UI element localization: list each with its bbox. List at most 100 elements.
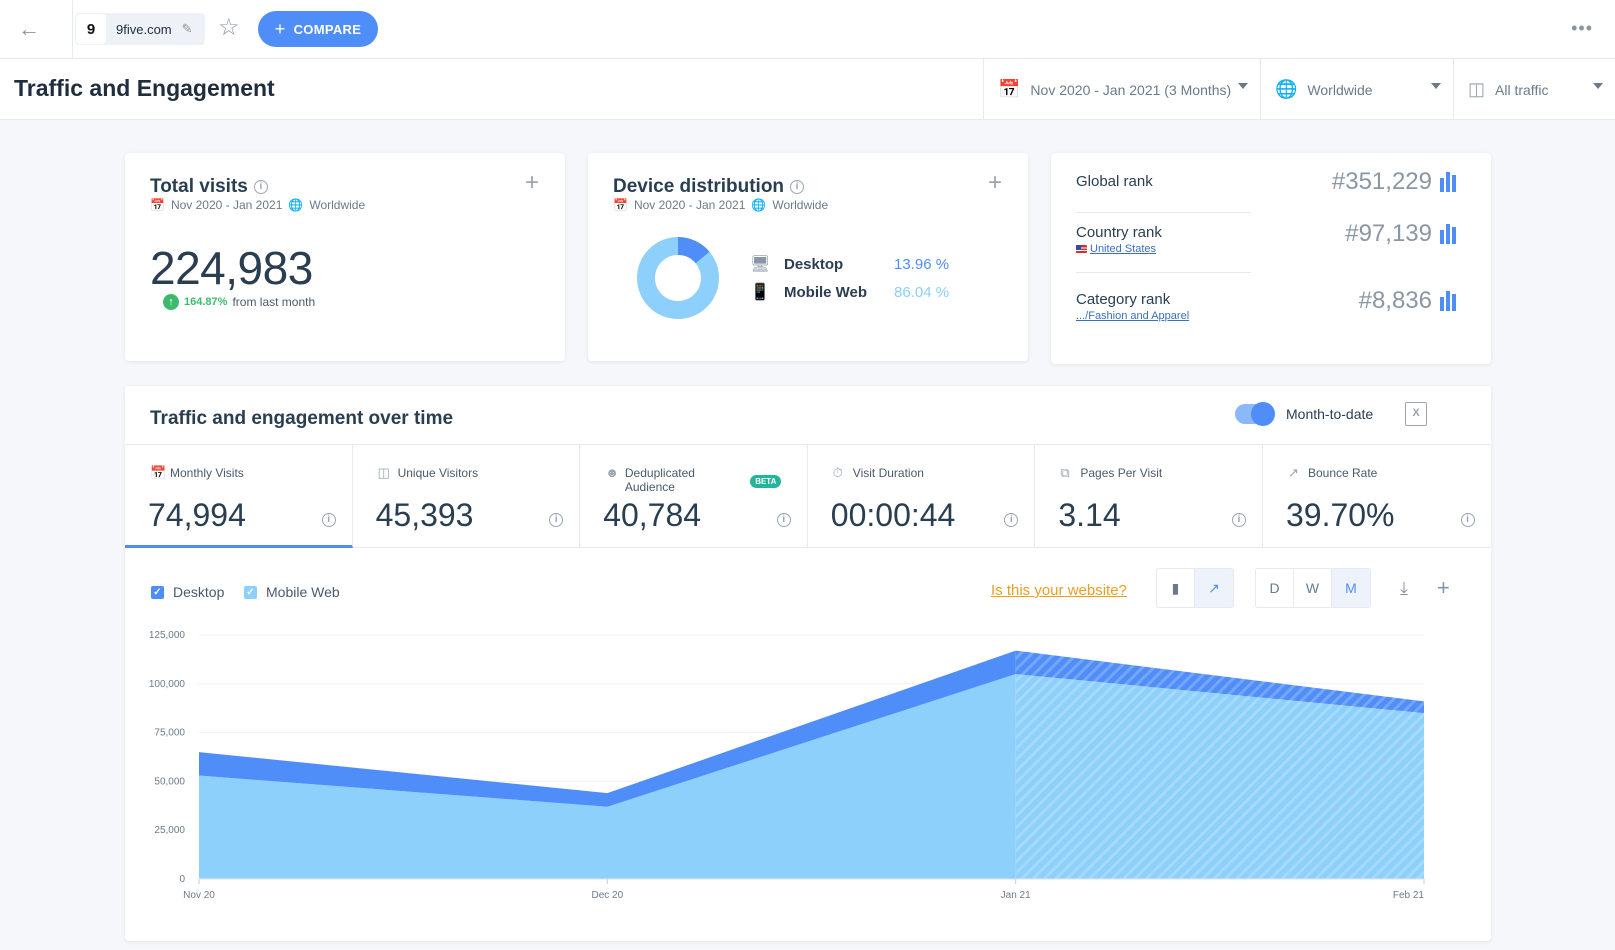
stopwatch-icon: ⏱	[832, 465, 843, 480]
pencil-icon[interactable]: ✎	[181, 21, 193, 36]
bar-chart-icon[interactable]: ▮	[1157, 569, 1195, 607]
divider	[72, 0, 73, 59]
top-bar: ← 9 9five.com ✎ ☆ + COMPARE •••	[0, 0, 1615, 59]
total-visits-title: Total visits	[150, 176, 248, 197]
legend-label: Mobile Web	[266, 584, 340, 600]
calendar-icon: 📅	[613, 198, 628, 212]
metric-value: 74,994	[148, 497, 246, 533]
country-rank-value-wrap: #97,139	[1345, 220, 1456, 248]
donut-slice-mobile-web	[637, 237, 719, 319]
people-icon: ☻	[605, 465, 619, 480]
tab-unique-visitors[interactable]: ◫ Unique Visitors 45,393 i	[353, 445, 581, 548]
country-rank-label: Country rank	[1076, 224, 1162, 241]
y-tick-label: 50,000	[154, 776, 185, 787]
granularity-day[interactable]: D	[1256, 569, 1294, 607]
global-rank-value-wrap: #351,229	[1332, 168, 1456, 196]
bar-chart-icon[interactable]	[1440, 172, 1456, 192]
person-icon: ◫	[377, 465, 390, 480]
granularity-week[interactable]: W	[1294, 569, 1332, 607]
globe-icon: 🌐	[288, 198, 304, 212]
traffic-filter[interactable]: ◫ All traffic	[1453, 59, 1615, 120]
country-link[interactable]: United States	[1076, 243, 1456, 255]
device-title: Device distribution	[613, 176, 785, 197]
info-icon[interactable]: i	[253, 179, 268, 194]
device-label: Desktop	[784, 255, 844, 273]
tab-deduplicated-audience[interactable]: ☻ Deduplicated Audience BETA 40,784 i	[580, 445, 808, 548]
info-icon[interactable]: i	[1460, 513, 1475, 527]
metric-label-wrap: 📅 Monthly Visits	[150, 465, 244, 481]
is-your-website-link[interactable]: Is this your website?	[991, 582, 1127, 599]
granularity-month[interactable]: M	[1332, 569, 1370, 607]
region-filter[interactable]: 🌐 Worldwide	[1260, 59, 1453, 120]
chevron-down-icon	[1593, 83, 1603, 89]
info-icon[interactable]: i	[790, 179, 805, 194]
card-title: Device distribution i	[613, 176, 805, 198]
arrow-left-icon[interactable]: ←	[18, 16, 40, 41]
line-chart-icon[interactable]: ↗	[1195, 569, 1233, 607]
country-link-text: United States	[1090, 243, 1157, 255]
period-label: Nov 2020 - Jan 2021	[633, 198, 746, 212]
bar-chart-icon[interactable]	[1440, 224, 1456, 244]
star-icon[interactable]: ☆	[218, 14, 240, 41]
compare-label: COMPARE	[293, 21, 362, 37]
bar-chart-icon[interactable]	[1440, 291, 1456, 311]
devices-icon: ◫	[1468, 79, 1486, 99]
global-rank: Global rank #351,229	[1076, 168, 1456, 195]
category-link[interactable]: .../Fashion and Apparel	[1076, 310, 1456, 322]
ranks-card: Global rank #351,229 Country rank United…	[1051, 153, 1491, 364]
metric-label-wrap: ↗ Bounce Rate	[1287, 465, 1377, 481]
globe-icon: 🌐	[751, 198, 767, 212]
plus-icon[interactable]: +	[524, 169, 539, 196]
divider	[1076, 212, 1251, 213]
site-name: 9five.com	[116, 21, 172, 37]
tab-monthly-visits[interactable]: 📅 Monthly Visits 74,994 i	[125, 445, 353, 548]
excel-export-icon[interactable]: X	[1405, 402, 1427, 426]
metric-value: 45,393	[375, 497, 474, 533]
device-value: 13.96 %	[894, 255, 950, 273]
download-icon[interactable]: ⤓	[1400, 578, 1408, 598]
us-flag-icon	[1076, 245, 1087, 253]
plus-icon[interactable]: +	[1437, 575, 1450, 600]
chevron-down-icon	[1238, 83, 1248, 89]
tab-bounce-rate[interactable]: ↗ Bounce Rate 39.70% i	[1263, 445, 1491, 548]
month-to-date-toggle[interactable]	[1235, 402, 1275, 426]
metric-label-wrap: ◫ Unique Visitors	[377, 465, 478, 481]
calendar-icon: 📅	[150, 465, 167, 480]
change-indicator: ↑ 164.87% from last month	[163, 294, 315, 310]
device-row-mobile: 📱 Mobile Web 86.04 %	[750, 282, 949, 302]
date-range-label: Nov 2020 - Jan 2021 (3 Months)	[1030, 81, 1232, 98]
country-rank-value: #97,139	[1345, 220, 1432, 247]
category-rank-label: Category rank	[1076, 291, 1171, 308]
device-donut-chart	[637, 237, 719, 319]
info-icon[interactable]: i	[549, 513, 564, 527]
tab-pages-per-visit[interactable]: ⧉ Pages Per Visit 3.14 i	[1035, 445, 1263, 548]
traffic-area-chart: 0 25,000 50,000 75,000 100,000 125,000 Nov 20 D…	[149, 630, 1425, 901]
info-icon[interactable]: i	[321, 513, 336, 527]
legend-desktop[interactable]: ✓ Desktop	[151, 584, 224, 600]
plus-icon[interactable]: +	[987, 169, 1002, 196]
legend-mobile-web[interactable]: ✓ Mobile Web	[244, 584, 340, 600]
x-tick-label: Feb 21	[1393, 890, 1425, 901]
info-icon[interactable]: i	[1231, 513, 1246, 527]
metric-label: Deduplicated Audience	[624, 466, 695, 494]
period-label: Nov 2020 - Jan 2021	[170, 198, 283, 212]
month-to-date-label: Month-to-date	[1286, 406, 1374, 422]
area-desktop-projected	[1015, 650, 1424, 714]
checkbox-icon: ✓	[151, 585, 164, 599]
date-range-filter[interactable]: 📅 Nov 2020 - Jan 2021 (3 Months)	[983, 59, 1260, 120]
area-mobile-web-projected	[1015, 674, 1424, 879]
info-icon[interactable]: i	[1004, 513, 1019, 527]
compare-button[interactable]: + COMPARE	[258, 11, 378, 47]
info-icon[interactable]: i	[776, 513, 791, 527]
tab-visit-duration[interactable]: ⏱ Visit Duration 00:00:44 i	[808, 445, 1036, 548]
section-title: Traffic and engagement over time	[150, 408, 454, 429]
ellipsis-icon[interactable]: •••	[1571, 18, 1593, 38]
region-label: Worldwide	[1307, 81, 1373, 98]
x-tick-label: Jan 21	[1001, 890, 1031, 901]
site-chip[interactable]: 9 9five.com ✎	[75, 13, 205, 45]
traffic-over-time-card: Traffic and engagement over time Month-t…	[125, 386, 1491, 941]
device-distribution-card: Device distribution i 📅 Nov 2020 - Jan 20…	[588, 153, 1028, 361]
trend-icon: ↗	[1287, 465, 1299, 480]
metric-label-wrap: ☻ Deduplicated Audience	[605, 465, 715, 495]
desktop-icon: 🖥	[750, 256, 771, 273]
